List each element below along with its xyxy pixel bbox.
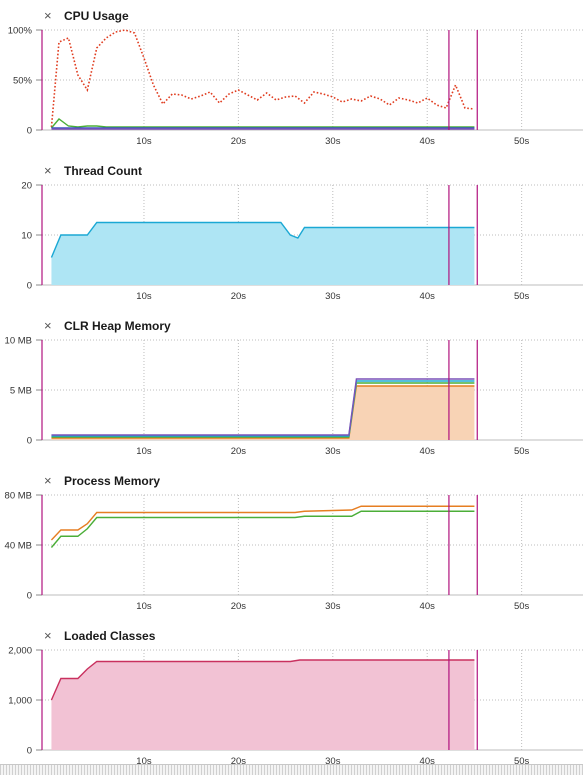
y-tick-label: 80 MB: [5, 491, 32, 502]
y-tick-label: 20: [21, 181, 32, 192]
panel-header: × Process Memory: [0, 471, 583, 493]
panel-header: × CLR Heap Memory: [0, 316, 583, 338]
panel-header: × Thread Count: [0, 161, 583, 183]
x-tick-label: 40s: [420, 446, 436, 457]
panel-process: × Process Memory 0 40 MB 80 MB 10s 20s 30s 40s 50…: [0, 471, 583, 626]
x-tick-label: 30s: [325, 446, 341, 457]
panel-title: CPU Usage: [64, 9, 129, 23]
x-tick-label: 10s: [136, 756, 152, 767]
close-icon[interactable]: ×: [44, 8, 52, 23]
x-tick-label: 40s: [420, 601, 436, 612]
chart-classes: 0 1,000 2,000 10s 20s 30s 40s 50s: [8, 646, 583, 767]
chart-cpu: 0 50% 100% 10s 20s 30s 40s 50s: [8, 26, 583, 147]
series-line: [50, 659, 475, 701]
x-tick-label: 20s: [231, 756, 247, 767]
y-tick-label: 10: [21, 231, 32, 242]
series-line: [50, 118, 475, 129]
panel-title: CLR Heap Memory: [64, 319, 171, 333]
y-tick-label: 1,000: [8, 696, 32, 707]
x-tick-label: 10s: [136, 136, 152, 147]
x-tick-label: 20s: [231, 136, 247, 147]
series-line: [51, 378, 475, 436]
series-area: [51, 386, 475, 440]
series-line: [50, 505, 475, 541]
panel-title: Loaded Classes: [64, 629, 156, 643]
y-tick-label: 0: [27, 436, 32, 447]
x-tick-label: 20s: [231, 446, 247, 457]
panel-heap: × CLR Heap Memory 0 5 MB 10 MB 10s 20s 30s 40s 50…: [0, 316, 583, 471]
chart-heap: 0 5 MB 10 MB 10s 20s 30s 40s 50s: [5, 336, 583, 457]
panel-classes: × Loaded Classes 0 1,000 2,000 10s 20s 30s 40s 50…: [0, 626, 583, 781]
x-tick-label: 20s: [231, 291, 247, 302]
y-tick-label: 40 MB: [5, 541, 32, 552]
y-tick-label: 2,000: [8, 646, 32, 657]
chart-threads: 0 10 20 10s 20s 30s 40s 50s: [21, 181, 583, 302]
x-tick-label: 50s: [514, 601, 530, 612]
chart-process: 0 40 MB 80 MB 10s 20s 30s 40s 50s: [5, 491, 583, 612]
x-tick-label: 30s: [325, 136, 341, 147]
close-icon[interactable]: ×: [44, 473, 52, 488]
series-line: [50, 510, 475, 548]
x-tick-label: 10s: [136, 446, 152, 457]
x-tick-label: 40s: [420, 756, 436, 767]
x-tick-label: 50s: [514, 446, 530, 457]
y-tick-label: 0: [27, 126, 32, 137]
series-area: [51, 222, 475, 285]
x-tick-label: 40s: [420, 291, 436, 302]
y-tick-label: 0: [27, 281, 32, 292]
x-tick-label: 30s: [325, 601, 341, 612]
y-tick-label: 5 MB: [10, 386, 32, 397]
x-tick-label: 50s: [514, 136, 530, 147]
close-icon[interactable]: ×: [44, 163, 52, 178]
x-tick-label: 40s: [420, 136, 436, 147]
y-tick-label: 0: [27, 591, 32, 602]
y-tick-label: 0: [27, 746, 32, 757]
panel-cpu: × CPU Usage 0 50% 100% 10s 20s 30s 40s 50s: [0, 6, 583, 161]
x-tick-label: 50s: [514, 291, 530, 302]
close-icon[interactable]: ×: [44, 318, 52, 333]
x-tick-label: 30s: [325, 756, 341, 767]
panel-header: × Loaded Classes: [0, 626, 583, 648]
x-tick-label: 30s: [325, 291, 341, 302]
close-icon[interactable]: ×: [44, 628, 52, 643]
panel-title: Process Memory: [64, 474, 161, 488]
panel-header: × CPU Usage: [0, 6, 583, 28]
horizontal-scrollbar[interactable]: [0, 764, 583, 775]
panel-threads: × Thread Count 0 10 20 10s 20s 30s 40s 50s: [0, 161, 583, 316]
panel-title: Thread Count: [64, 164, 142, 178]
x-tick-label: 10s: [136, 291, 152, 302]
series-area: [51, 660, 475, 750]
x-tick-label: 20s: [231, 601, 247, 612]
y-tick-label: 100%: [8, 26, 33, 37]
y-tick-label: 50%: [13, 76, 33, 87]
x-tick-label: 50s: [514, 756, 530, 767]
series-line: [50, 221, 475, 258]
y-tick-label: 10 MB: [5, 336, 32, 347]
x-tick-label: 10s: [136, 601, 152, 612]
series-line: [50, 29, 475, 128]
